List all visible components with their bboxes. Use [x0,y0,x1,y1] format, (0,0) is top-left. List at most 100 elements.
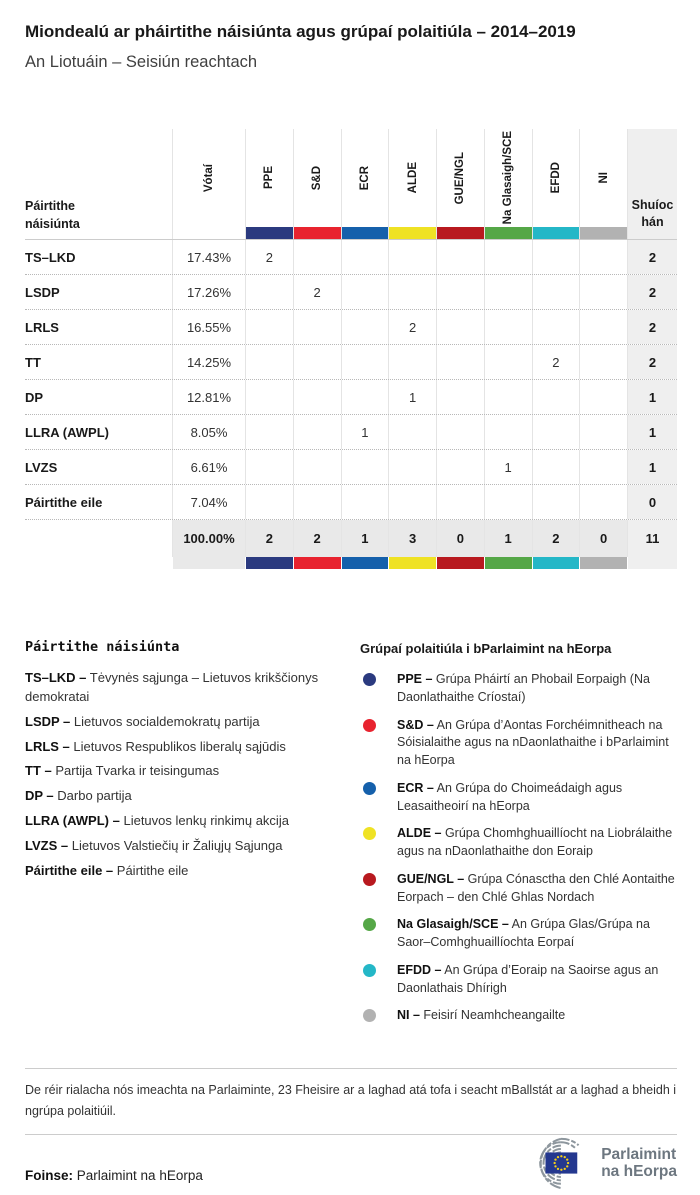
group-seats-cell [292,310,341,344]
total-group-cell: 1 [483,520,532,557]
group-seats-cell [340,450,389,484]
legend-item: ECR – An Grúpa do Choimeádaigh agus Leas… [360,780,677,816]
group-color-dot [363,781,376,795]
group-color-strip [293,227,341,239]
group-seats-cell [388,450,436,484]
group-color-strip [484,227,532,239]
group-seats-cell [483,310,532,344]
page-subtitle: An Liotuáin – Seisiún reachtach [25,53,258,71]
group-seats-cell [388,275,436,309]
group-seats-cell [531,450,580,484]
group-seats-cell: 2 [388,310,436,344]
group-seats-cell [483,415,532,449]
group-seats-cell [531,415,580,449]
group-seats-cell [340,310,389,344]
group-color-dot [363,718,376,732]
total-group-cell: 2 [292,520,341,557]
divider [25,1068,677,1069]
group-seats-cell [340,380,389,414]
group-color-dot [363,963,376,977]
group-seats-cell [245,310,293,344]
group-seats-cell [531,485,580,519]
divider [25,1134,677,1136]
group-seats-cell: 2 [292,275,341,309]
european-parliament-logo: Parlaimint na hEorpa [522,1137,677,1195]
group-seats-cell [436,310,484,344]
group-seats-cell [483,275,532,309]
group-seats-cell: 1 [340,415,389,449]
group-seats-cell [579,345,627,379]
group-color-strip [580,227,627,239]
group-color-strip [579,557,627,569]
group-column-header-guengl: GUE/NGL [436,129,484,239]
procedural-note: De réir rialacha nós imeachta na Parlaim… [25,1083,677,1118]
group-seats-cell [579,240,627,274]
group-color-strip [437,227,484,239]
grand-total-seats-cell: 11 [627,520,677,557]
total-group-cell: 2 [245,520,293,557]
legend-item: EFDD – An Grúpa d’Eoraip na Saoirse agus… [360,962,677,998]
table-row: LVZS 6.61% 1 1 [25,449,677,484]
group-seats-cell [292,240,341,274]
group-color-dot [363,1009,376,1023]
group-column-header-ppe: PPE [245,129,293,239]
group-seats-cell [483,240,532,274]
group-column-header-ecr: ECR [340,129,389,239]
legend-item: NI – Feisirí Neamhcheangailte [360,1007,677,1025]
legend-item: LVZS – Lietuvos Valstiečių ir Žaliųjų Są… [25,837,283,853]
legend-item: DP – Darbo partija [25,788,132,804]
group-seats-cell [579,415,627,449]
total-seats-cell: 0 [627,485,677,519]
table-row: LSDP 17.26% 2 2 [25,274,677,309]
legend-item: LSDP – Lietuvos socialdemokratų partija [25,713,260,729]
total-seats-cell: 2 [627,240,677,274]
group-color-strip [292,557,341,569]
legend-item: TS–LKD – Tėvynės sąjunga – Lietuvos krik… [25,670,319,704]
group-seats-cell: 2 [245,240,293,274]
legend-item: Na Glasaigh/SCE – An Grúpa Glas/Grúpa na… [360,916,677,952]
group-seats-cell [340,485,389,519]
legend-section: Páirtithe náisiúnta TS–LKD – Tėvynės sąj… [25,639,677,1035]
group-seats-cell [292,450,341,484]
group-seats-cell [579,380,627,414]
group-seats-cell [245,275,293,309]
group-column-header-glasaigh: Na Glasaigh/SCE [483,129,532,239]
group-seats-cell [388,240,436,274]
total-seats-cell: 2 [627,345,677,379]
group-seats-cell [245,450,293,484]
total-group-cell: 0 [436,520,484,557]
group-seats-cell [436,240,484,274]
legend-item: PPE – Grúpa Pháirtí an Phobail Eorpaigh … [360,671,677,707]
party-name-cell: LVZS [25,459,58,475]
votes-cell: 7.04% [172,485,245,519]
legend-item: GUE/NGL – Grúpa Cónasctha den Chlé Aonta… [360,871,677,907]
group-color-strip [483,557,532,569]
votes-cell: 6.61% [172,450,245,484]
group-color-strip [531,557,580,569]
row-header-cell: Páirtithe náisiúnta [25,198,80,232]
group-color-dot [363,918,376,932]
group-color-strip [436,557,484,569]
group-seats-cell [388,485,436,519]
group-seats-cell [436,275,484,309]
group-color-strip [340,557,389,569]
group-color-strip [341,227,389,239]
legend-item: TT – Partija Tvarka ir teisingumas [25,763,220,779]
group-seats-cell [292,345,341,379]
total-group-cell: 2 [531,520,580,557]
group-seats-cell [531,380,580,414]
group-seats-cell [340,345,389,379]
national-parties-legend: Páirtithe náisiúnta TS–LKD – Tėvynės sąj… [25,639,360,1035]
votes-column-header: Vótaí [172,129,245,239]
group-column-header-sd: S&D [292,129,341,239]
table-row: LRLS 16.55% 2 2 [25,309,677,344]
group-color-strip [388,557,436,569]
party-name-cell: LRLS [25,319,59,335]
table-row: Páirtithe eile 7.04% 0 [25,484,677,519]
votes-cell: 17.43% [172,240,245,274]
group-seats-cell [436,485,484,519]
group-seats-cell [388,415,436,449]
parties-legend-title: Páirtithe náisiúnta [25,639,180,655]
group-seats-cell [483,485,532,519]
group-seats-cell: 2 [531,345,580,379]
